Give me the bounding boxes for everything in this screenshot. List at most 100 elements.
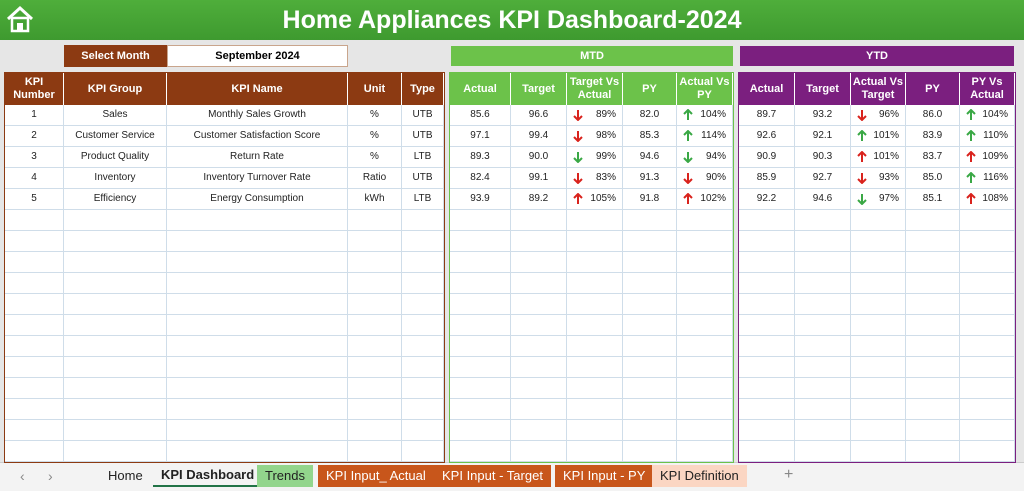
empty-cell [64,315,167,336]
cell-text: 102% [700,193,726,205]
empty-cell [739,420,795,441]
empty-cell [167,273,348,294]
cell-text: UTB [412,172,433,184]
empty-cell [567,231,623,252]
empty-cell [677,294,733,315]
cell-text: 92.7 [812,172,833,184]
empty-cell [851,252,906,273]
cell-text: 105% [590,193,616,205]
table-cell: 85.9 [739,168,795,189]
table-cell: 97% [851,189,906,210]
empty-cell [450,273,511,294]
cell-text: 89.2 [528,193,549,205]
sheet-tab[interactable]: KPI Input - PY [555,465,654,487]
column-header: Target Vs Actual [567,73,623,105]
table-cell: 2 [5,126,64,147]
empty-cell [906,399,960,420]
cell-text: LTB [413,193,432,205]
sheet-tab[interactable]: Home [108,467,143,483]
empty-cell [64,399,167,420]
empty-cell [677,210,733,231]
active-sheet-tab[interactable]: KPI Dashboard [153,465,263,487]
empty-cell [348,252,402,273]
empty-cell [511,294,567,315]
cell-text: 94% [705,151,726,163]
arrow-down-icon [573,173,583,184]
cell-text: 85.9 [756,172,777,184]
cell-text: 99.1 [528,172,549,184]
empty-cell [450,378,511,399]
add-sheet[interactable]: + [784,466,794,483]
cell-text: 99.4 [528,130,549,142]
empty-cell [677,273,733,294]
table-cell: 89% [567,105,623,126]
empty-cell [402,336,444,357]
empty-cell [960,273,1015,294]
cell-text: 3 [31,151,37,163]
empty-cell [960,252,1015,273]
table-cell: 85.3 [623,126,677,147]
table-cell: 92.1 [795,126,851,147]
arrow-up-icon [683,130,693,141]
empty-cell [906,231,960,252]
empty-cell [450,399,511,420]
table-cell: UTB [402,105,444,126]
arrow-up-icon [857,130,867,141]
empty-cell [167,294,348,315]
table-cell: 83.9 [906,126,960,147]
sheet-tab[interactable]: KPI Input_ Actual [318,465,434,487]
cell-text: 85.1 [922,193,943,205]
column-header: Actual Vs PY [677,73,733,105]
empty-cell [450,210,511,231]
empty-cell [402,252,444,273]
empty-cell [795,273,851,294]
table-cell: 99.1 [511,168,567,189]
empty-cell [64,231,167,252]
empty-cell [739,273,795,294]
empty-cell [906,336,960,357]
cell-text: 108% [982,193,1008,205]
table-cell: 94% [677,147,733,168]
arrow-down-icon [573,110,583,121]
arrow-up-icon [966,172,976,183]
sheet-tab[interactable]: KPI Input - Target [434,465,551,487]
tab-scroll-left[interactable]: ‹ [20,468,25,484]
sheet-tab[interactable]: Trends [257,465,313,487]
tab-scroll-right[interactable]: › [48,468,53,484]
empty-cell [511,252,567,273]
column-header: PY [906,73,960,105]
arrow-up-icon [966,151,976,162]
empty-cell [402,378,444,399]
empty-cell [348,273,402,294]
table-cell: 114% [677,126,733,147]
empty-cell [5,378,64,399]
home-icon[interactable] [5,4,35,34]
month-selector[interactable]: September 2024 [167,45,348,67]
cell-text: Customer Service [75,130,155,142]
column-header: Type [402,73,444,105]
empty-cell [5,399,64,420]
table-cell: 94.6 [623,147,677,168]
table-cell: 93% [851,168,906,189]
cell-text: 83.7 [922,151,943,163]
table-cell: Customer Service [64,126,167,147]
empty-cell [677,441,733,462]
table-cell: 116% [960,168,1015,189]
empty-cell [348,210,402,231]
table-cell: Inventory Turnover Rate [167,168,348,189]
cell-text: 89.7 [756,109,777,121]
empty-cell [623,420,677,441]
empty-cell [167,357,348,378]
empty-cell [450,420,511,441]
empty-cell [739,378,795,399]
cell-text: 89.3 [470,151,490,163]
empty-cell [402,357,444,378]
cell-text: 83.9 [922,130,943,142]
mtd-header: MTD [451,46,733,66]
table-cell: kWh [348,189,402,210]
empty-cell [450,336,511,357]
cell-text: 90.0 [528,151,549,163]
cell-text: % [370,130,379,142]
sheet-tab[interactable]: KPI Definition [652,465,747,487]
empty-cell [739,252,795,273]
